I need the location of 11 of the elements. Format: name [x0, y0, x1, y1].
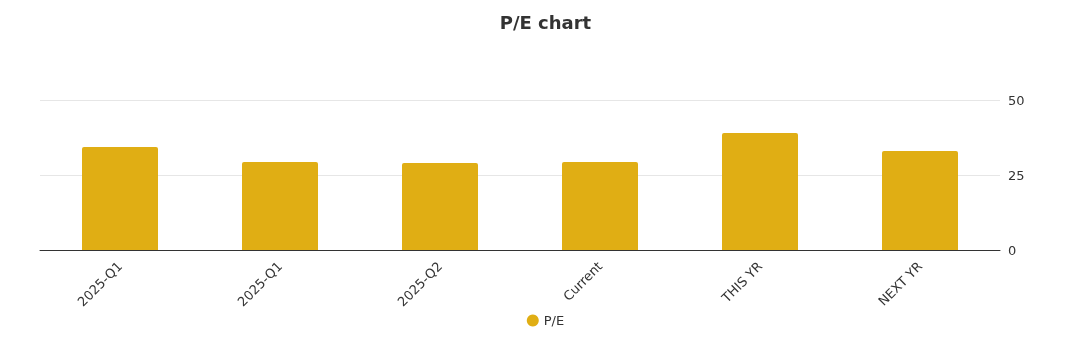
- bar: [82, 147, 158, 250]
- bar: [882, 151, 958, 250]
- y-tick-label: 50: [1008, 92, 1025, 108]
- bar: [722, 133, 798, 250]
- bar: [402, 163, 478, 250]
- chart-title: P/E chart: [499, 11, 592, 33]
- y-tick-label: 25: [1008, 167, 1025, 183]
- bar: [562, 162, 638, 250]
- legend-label: P/E: [543, 313, 565, 328]
- y-tick-label: 0: [1008, 242, 1017, 258]
- bar: [242, 162, 318, 250]
